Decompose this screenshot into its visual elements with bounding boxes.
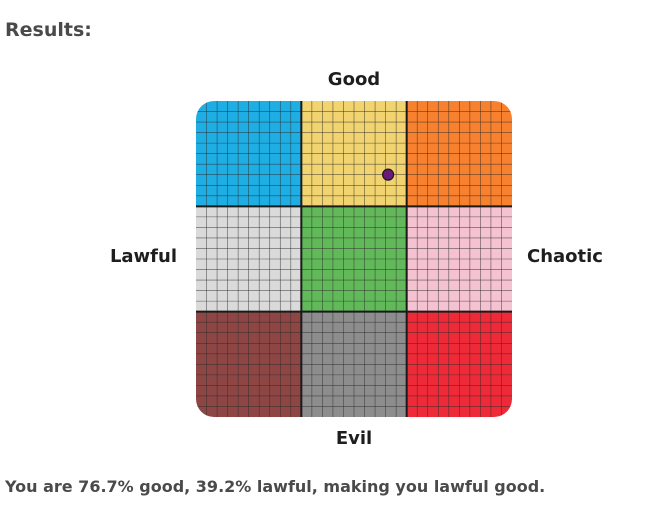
axis-label-good: Good [327, 69, 381, 90]
result-marker [382, 168, 395, 181]
axis-label-chaotic: Chaotic [527, 246, 603, 267]
results-heading: Results: [5, 19, 92, 41]
axis-label-evil: Evil [335, 428, 373, 449]
alignment-chart [196, 101, 512, 417]
axis-label-lawful: Lawful [109, 246, 177, 267]
result-summary: You are 76.7% good, 39.2% lawful, making… [5, 477, 546, 496]
alignment-grid [196, 101, 512, 417]
